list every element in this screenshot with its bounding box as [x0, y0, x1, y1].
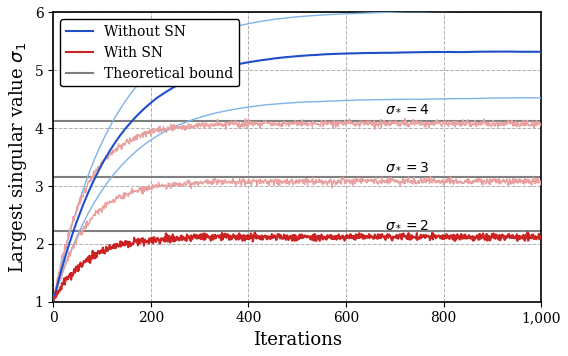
Text: $\sigma_* = 4$: $\sigma_* = 4$ [385, 101, 430, 115]
Without SN [100, 159, 107, 164]
X-axis label: Iterations: Iterations [253, 331, 342, 349]
Without SN [265, 57, 272, 61]
Legend: Without SN, With SN, Theoretical bound: Without SN, With SN, Theoretical bound [60, 19, 239, 87]
Without SN [439, 50, 446, 54]
Line: With SN: With SN [53, 232, 541, 300]
Without SN [504, 49, 511, 54]
Without SN [50, 298, 57, 302]
With SN [265, 235, 272, 239]
With SN [439, 233, 446, 237]
Text: $\sigma_* = 3$: $\sigma_* = 3$ [385, 159, 429, 173]
With SN [538, 235, 545, 240]
Without SN [248, 60, 254, 64]
With SN [100, 250, 107, 254]
With SN [50, 298, 57, 303]
With SN [431, 235, 437, 239]
Text: $\sigma_* = 2$: $\sigma_* = 2$ [385, 217, 429, 231]
Line: Without SN: Without SN [53, 52, 541, 300]
Y-axis label: Largest singular value $\sigma_1$: Largest singular value $\sigma_1$ [7, 42, 29, 273]
With SN [385, 236, 392, 240]
Without SN [538, 50, 545, 54]
Without SN [431, 50, 437, 54]
With SN [524, 230, 531, 234]
With SN [248, 231, 254, 236]
Without SN [385, 51, 392, 55]
